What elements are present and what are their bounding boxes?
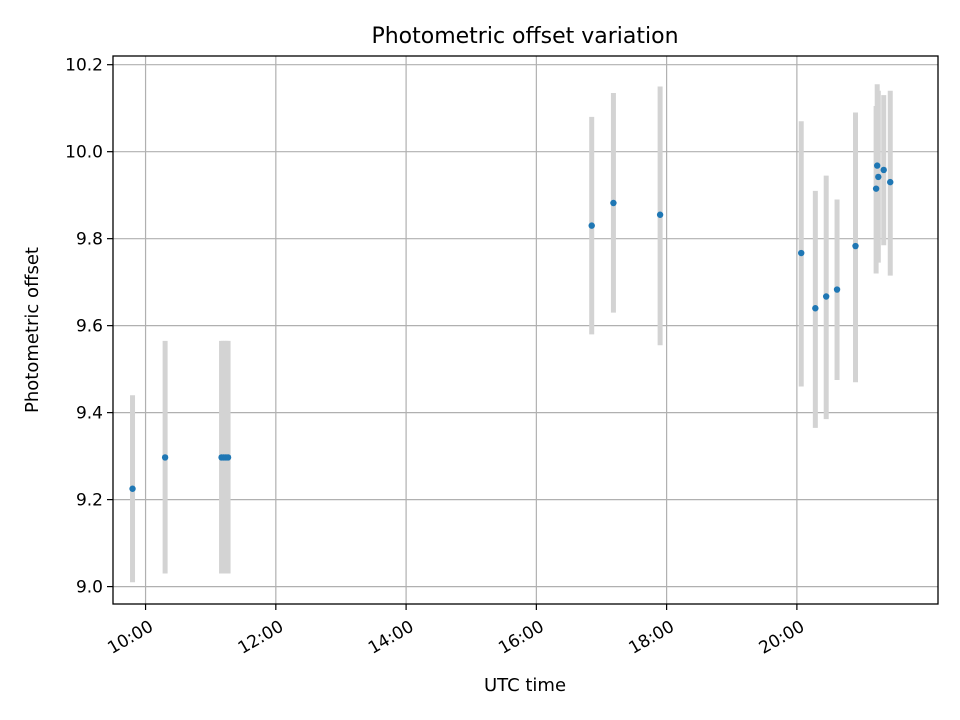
x-tick-label: 10:00 [104,617,156,659]
y-tick-label: 9.6 [76,317,103,337]
data-point [161,454,169,461]
y-tick-label: 10.0 [65,143,103,163]
x-tick-label: 18:00 [625,617,677,659]
y-tick-label: 10.2 [65,56,103,76]
y-axis-ticks: 9.0 9.2 9.4 9.6 9.8 10.0 10.2 [65,56,113,598]
chart-title: Photometric offset variation [371,24,678,49]
data-point [656,211,664,218]
x-tick-label: 20:00 [756,617,808,659]
data-point [798,249,805,257]
data-point [872,185,880,192]
data-points [129,162,894,492]
data-point [852,242,859,250]
data-point [812,305,819,312]
x-tick-label: 14:00 [365,617,417,659]
x-tick-label: 16:00 [495,617,547,659]
x-axis-label: UTC time [484,675,566,696]
data-point [875,173,882,181]
y-tick-label: 9.8 [76,230,103,250]
data-point [880,166,887,174]
y-tick-label: 9.4 [76,404,103,424]
data-point [822,293,830,300]
data-point [874,162,881,169]
x-axis-ticks: 10:00 12:00 14:00 16:00 18:00 20:00 [104,604,808,659]
data-point [588,222,595,229]
data-point [887,178,894,186]
data-point [224,454,232,461]
x-tick-label: 12:00 [235,617,287,659]
data-point [129,485,136,492]
errorbars [130,84,893,583]
data-point [833,286,841,293]
plot-frame [112,55,939,605]
y-tick-label: 9.0 [76,578,103,598]
y-axis-label: Photometric offset [22,247,43,413]
data-point [610,199,617,207]
y-tick-label: 9.2 [76,491,103,511]
